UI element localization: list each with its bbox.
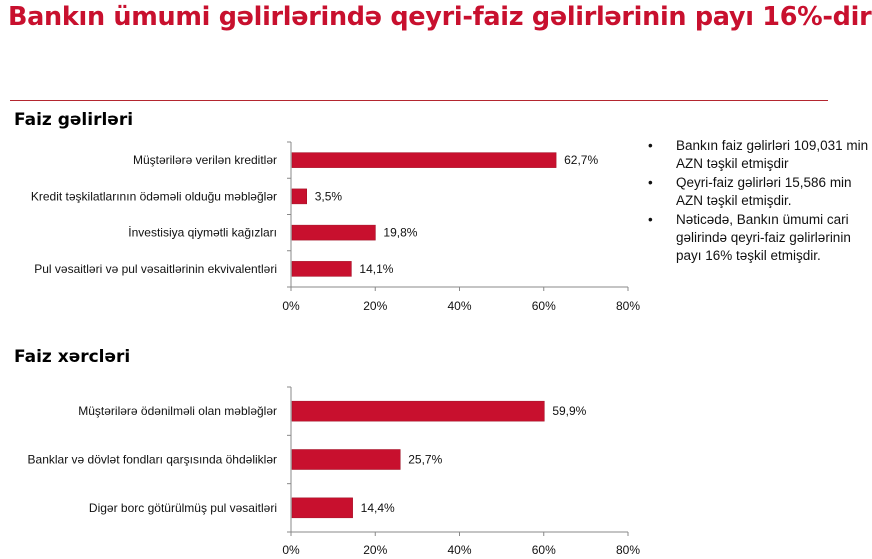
- data-label: 3,5%: [315, 189, 343, 203]
- bar: [291, 188, 307, 205]
- data-label: 59,9%: [552, 404, 586, 418]
- category-label: Müştərilərə verilən kreditlər: [133, 153, 277, 167]
- category-label: Kredit təşkilatlarının ödəməli olduğu mə…: [31, 189, 277, 203]
- data-label: 14,4%: [361, 501, 395, 515]
- category-label: Müştərilərə ödənilməli olan məbləğlər: [78, 404, 277, 418]
- x-tick-label: 20%: [363, 543, 387, 557]
- bar: [291, 224, 376, 241]
- x-tick-label: 60%: [532, 299, 556, 313]
- page-title: Bankın ümumi gəlirlərində qeyri-faiz gəl…: [8, 2, 872, 32]
- x-tick-label: 20%: [363, 299, 387, 313]
- bar: [291, 152, 557, 168]
- x-tick-label: 40%: [447, 543, 471, 557]
- note-item: Nəticədə, Bankın ümumi cari gəlirində qe…: [648, 211, 870, 265]
- notes-list: Bankın faiz gəlirləri 109,031 min AZN tə…: [648, 137, 870, 266]
- bar: [291, 449, 401, 470]
- x-tick-label: 60%: [532, 543, 556, 557]
- title-divider: [10, 100, 828, 101]
- category-label: Pul vəsaitləri və pul vəsaitlərinin ekvi…: [34, 262, 277, 276]
- data-label: 25,7%: [408, 453, 442, 467]
- x-tick-label: 40%: [447, 299, 471, 313]
- bar: [291, 400, 545, 422]
- category-label: Banklar və dövlət fondları qarşısında öh…: [28, 453, 277, 467]
- data-label: 14,1%: [359, 262, 393, 276]
- chart-1-title: Faiz gəlirləri: [14, 110, 134, 130]
- x-tick-label: 80%: [616, 299, 640, 313]
- note-item: Qeyri-faiz gəlirləri 15,586 min AZN təşk…: [648, 174, 870, 210]
- bar: [291, 261, 352, 277]
- note-item: Bankın faiz gəlirləri 109,031 min AZN tə…: [648, 137, 870, 173]
- bar: [291, 497, 353, 519]
- data-label: 19,8%: [383, 226, 417, 240]
- category-label: Digər borc götürülmüş pul vəsaitləri: [89, 501, 277, 515]
- x-tick-label: 0%: [282, 299, 300, 313]
- x-tick-label: 0%: [282, 543, 300, 557]
- data-label: 62,7%: [564, 153, 598, 167]
- category-label: İnvestisiya qiymətli kağızları: [128, 226, 277, 240]
- x-tick-label: 80%: [616, 543, 640, 557]
- chart-2-title: Faiz xərcləri: [14, 347, 131, 367]
